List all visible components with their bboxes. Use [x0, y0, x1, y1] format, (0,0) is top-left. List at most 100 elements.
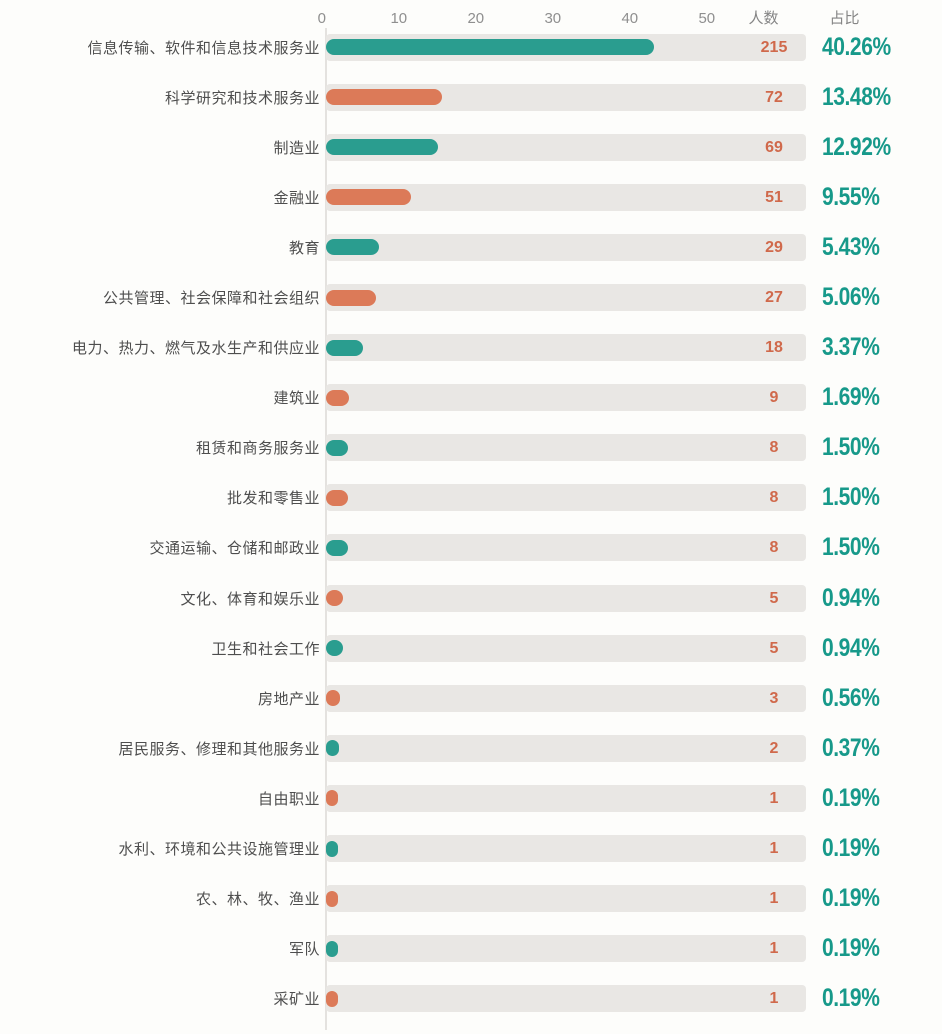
count-value: 5 — [769, 589, 779, 607]
axis-ticks: 人数 0 10 20 30 40 50 — [318, 8, 796, 30]
count-value: 215 — [760, 38, 788, 56]
industry-label: 批发和零售业 — [226, 490, 320, 508]
count-value: 5 — [769, 639, 779, 657]
industry-label: 电力、热力、燃气及水生产和供应业 — [71, 340, 320, 358]
percent-value: 0.19% — [822, 834, 880, 863]
percent-cell: 9.55% — [822, 183, 936, 212]
industry-label: 房地产业 — [257, 690, 320, 708]
percent-cell: 0.94% — [822, 584, 936, 613]
bar-cell: 8 — [326, 534, 806, 562]
percent-cell: 5.43% — [822, 233, 936, 262]
bar-track — [326, 284, 806, 312]
industry-row: 农、林、牧、渔业 1 0.19% — [0, 874, 942, 924]
bar-cell: 8 — [326, 434, 806, 462]
count-value: 1 — [769, 940, 779, 958]
bar-cell: 2 — [326, 734, 806, 762]
bar-track — [326, 384, 806, 412]
percent-cell: 0.19% — [822, 834, 936, 863]
percent-cell: 1.50% — [822, 533, 936, 562]
bar-track — [326, 534, 806, 562]
industry-row: 信息传输、软件和信息技术服务业 215 40.26% — [0, 22, 942, 72]
bar — [326, 439, 348, 456]
count-value: 1 — [769, 789, 779, 807]
bar — [326, 840, 338, 857]
industry-label: 信息传输、软件和信息技术服务业 — [87, 39, 320, 57]
count-value: 8 — [769, 489, 779, 507]
count-value: 1 — [769, 990, 779, 1008]
axis-tick: 40 — [621, 10, 639, 27]
industry-row: 建筑业 9 1.69% — [0, 373, 942, 423]
bar — [326, 339, 363, 356]
percent-cell: 1.50% — [822, 483, 936, 512]
bar — [326, 139, 438, 156]
industry-row: 电力、热力、燃气及水生产和供应业 18 3.37% — [0, 323, 942, 373]
percent-cell: 13.48% — [822, 83, 936, 112]
percent-cell: 12.92% — [822, 133, 936, 162]
percent-value: 12.92% — [822, 132, 891, 161]
percent-value: 1.50% — [822, 483, 880, 512]
bar — [326, 740, 339, 757]
industry-row: 房地产业 3 0.56% — [0, 673, 942, 723]
axis-tick: 30 — [544, 10, 562, 27]
count-value: 8 — [769, 439, 779, 457]
bar-cell: 72 — [326, 83, 806, 111]
count-value: 2 — [769, 739, 779, 757]
count-value: 29 — [765, 238, 783, 256]
industry-row: 批发和零售业 8 1.50% — [0, 473, 942, 523]
industry-label: 采矿业 — [273, 991, 320, 1009]
percent-cell: 0.19% — [822, 884, 936, 913]
percent-value: 1.50% — [822, 533, 880, 562]
industry-row: 公共管理、社会保障和社会组织 27 5.06% — [0, 272, 942, 322]
bar-track — [326, 233, 806, 261]
bar — [326, 39, 654, 56]
industry-row: 卫生和社会工作 5 0.94% — [0, 623, 942, 673]
count-value: 51 — [765, 188, 783, 206]
industry-label: 科学研究和技术服务业 — [164, 89, 320, 107]
industry-label: 军队 — [288, 941, 320, 959]
percent-value: 0.56% — [822, 683, 880, 712]
bar-track — [326, 885, 806, 913]
percent-value: 0.19% — [822, 884, 880, 913]
industry-row: 水利、环境和公共设施管理业 1 0.19% — [0, 824, 942, 874]
count-value: 69 — [765, 138, 783, 156]
percent-value: 9.55% — [822, 182, 880, 211]
bar-cell: 1 — [326, 885, 806, 913]
industry-label: 农、林、牧、渔业 — [195, 891, 320, 909]
industry-label: 教育 — [288, 239, 320, 257]
percent-cell: 0.37% — [822, 734, 936, 763]
industry-row: 自由职业 1 0.19% — [0, 773, 942, 823]
industry-row: 金融业 51 9.55% — [0, 172, 942, 222]
percent-cell: 0.19% — [822, 934, 936, 963]
bar-cell: 5 — [326, 584, 806, 612]
percent-cell: 40.26% — [822, 33, 936, 62]
percent-value: 1.50% — [822, 433, 880, 462]
bar-cell: 9 — [326, 384, 806, 412]
bar-cell: 51 — [326, 183, 806, 211]
bar — [326, 790, 338, 807]
percent-cell: 0.94% — [822, 634, 936, 663]
percent-value: 0.19% — [822, 783, 880, 812]
bar — [326, 489, 348, 506]
percent-cell: 0.19% — [822, 984, 936, 1013]
percent-value: 40.26% — [822, 32, 891, 61]
bar-track — [326, 835, 806, 863]
count-value: 8 — [769, 539, 779, 557]
bar-cell: 1 — [326, 935, 806, 963]
bar-cell: 18 — [326, 334, 806, 362]
bar-cell: 3 — [326, 684, 806, 712]
bar-track — [326, 985, 806, 1013]
bar-cell: 8 — [326, 484, 806, 512]
count-value: 18 — [765, 339, 783, 357]
axis-tick: 10 — [390, 10, 408, 27]
bar-cell: 5 — [326, 634, 806, 662]
count-value: 1 — [769, 890, 779, 908]
bar-cell: 29 — [326, 233, 806, 261]
bar-track — [326, 434, 806, 462]
bar — [326, 539, 348, 556]
bar-track — [326, 584, 806, 612]
axis-baseline — [325, 28, 327, 1030]
bar — [326, 189, 411, 206]
bar-track — [326, 784, 806, 812]
percent-value: 5.06% — [822, 283, 880, 312]
